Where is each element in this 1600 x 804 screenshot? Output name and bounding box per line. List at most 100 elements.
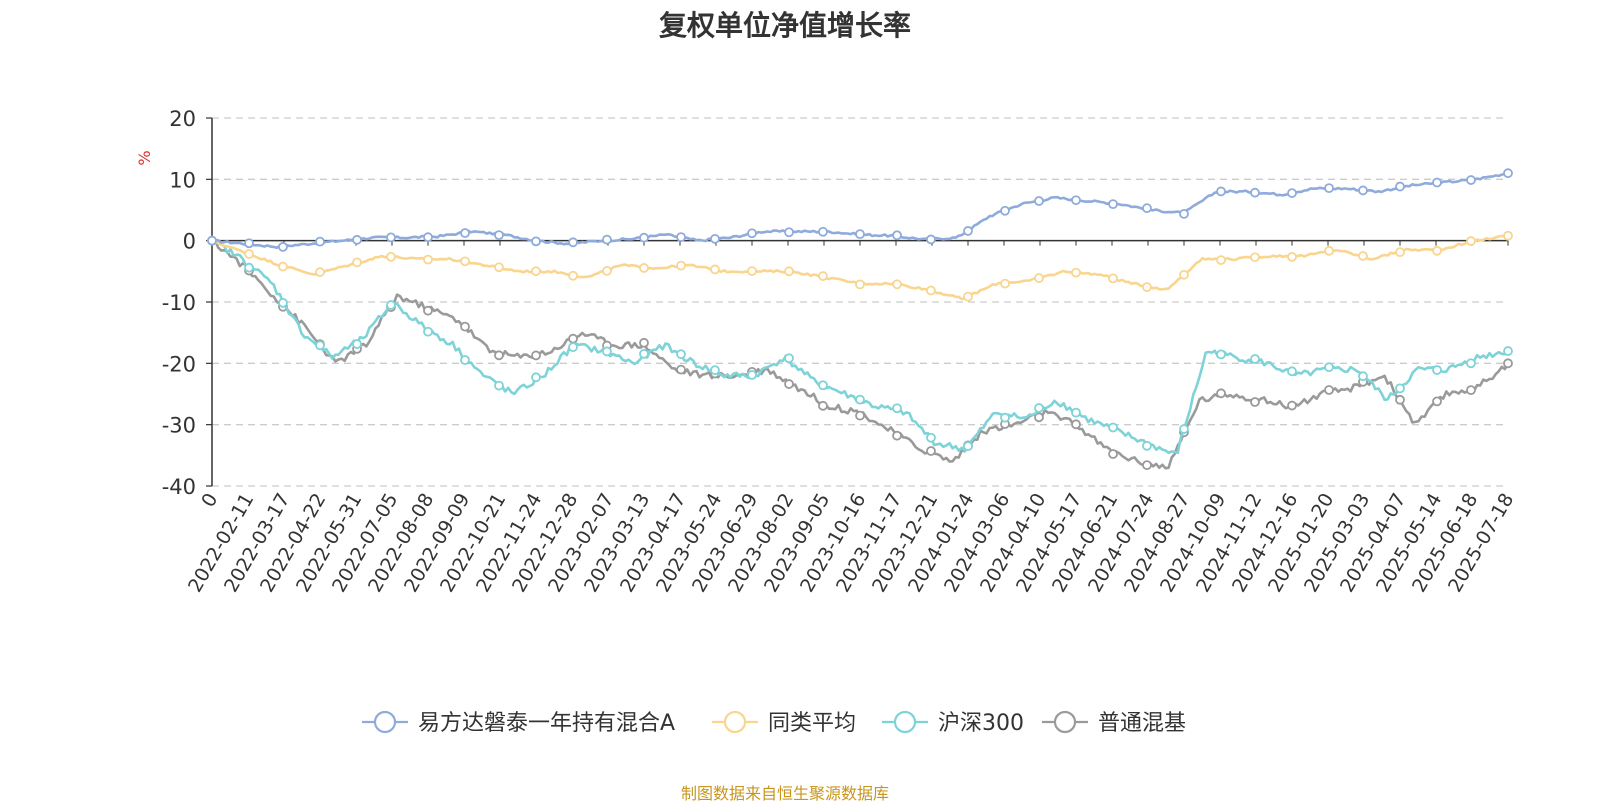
data-point — [1503, 358, 1513, 369]
data-point — [1179, 424, 1189, 434]
data-point — [352, 339, 362, 349]
data-point — [1358, 185, 1368, 196]
data-point — [1324, 385, 1334, 395]
data-point — [747, 266, 757, 277]
data-point — [676, 349, 686, 360]
data-point — [1216, 349, 1226, 360]
data-point — [926, 285, 936, 296]
y-tick-label: 10 — [169, 168, 196, 192]
data-point — [710, 365, 720, 376]
data-point — [602, 234, 612, 245]
data-point — [818, 271, 828, 281]
data-point — [494, 350, 504, 361]
series-line — [211, 238, 1510, 470]
data-point — [1142, 440, 1152, 451]
data-point — [1287, 366, 1297, 377]
data-point — [676, 232, 686, 243]
data-point — [1432, 396, 1442, 407]
data-point — [494, 262, 504, 273]
series-2 — [207, 230, 1513, 302]
data-point — [818, 380, 828, 391]
data-point — [460, 355, 470, 365]
data-point — [1000, 205, 1010, 216]
data-point — [568, 333, 578, 344]
data-point — [818, 226, 828, 237]
data-point — [352, 234, 362, 245]
data-point — [1179, 269, 1189, 280]
legend-label: 沪深300 — [938, 711, 1024, 736]
data-point — [460, 256, 470, 267]
data-point — [963, 226, 973, 236]
data-point — [568, 342, 578, 353]
data-point — [1108, 273, 1118, 284]
data-point — [1466, 236, 1476, 246]
data-point — [855, 279, 865, 290]
data-point — [531, 266, 541, 277]
data-point — [244, 249, 254, 259]
data-point — [1395, 383, 1405, 394]
data-point — [892, 279, 902, 290]
data-point — [602, 266, 612, 276]
legend-item[interactable]: 沪深300 — [882, 710, 1024, 736]
data-point — [1358, 371, 1368, 382]
circle-line-icon — [723, 710, 747, 734]
data-point — [1395, 181, 1405, 192]
series-1 — [207, 168, 1513, 252]
legend[interactable]: 易方达磐泰一年持有混合A 同类平均 沪深300 普通混基 — [362, 710, 1186, 736]
data-point — [1287, 188, 1297, 198]
data-point — [602, 346, 612, 357]
data-point — [315, 236, 325, 247]
data-point — [278, 297, 288, 308]
legend-item[interactable]: 易方达磐泰一年持有混合A — [362, 710, 675, 736]
data-point — [1395, 394, 1405, 405]
data-point — [531, 350, 541, 361]
data-point — [855, 229, 865, 240]
data-point — [1071, 267, 1081, 278]
data-point — [1216, 255, 1226, 266]
data-point — [1034, 273, 1044, 283]
legend-item[interactable]: 普通混基 — [1042, 710, 1186, 736]
data-point — [386, 232, 396, 243]
y-axis-unit-label: % — [135, 150, 154, 165]
data-point — [784, 379, 794, 389]
data-point — [1142, 203, 1152, 214]
data-point — [747, 369, 757, 380]
y-tick-label: 0 — [183, 230, 196, 254]
data-point — [386, 300, 396, 310]
series-4 — [207, 235, 1513, 471]
y-tick-label: 20 — [169, 107, 196, 131]
data-point — [1432, 365, 1442, 375]
data-point — [1358, 251, 1368, 261]
x-tick-label: 0 — [197, 490, 222, 511]
data-point — [639, 232, 649, 243]
data-point — [315, 267, 325, 277]
data-point — [244, 262, 254, 273]
data-point — [1034, 196, 1044, 206]
data-point — [1324, 362, 1334, 373]
data-point — [1503, 168, 1513, 179]
data-point — [784, 353, 794, 364]
data-point — [568, 270, 578, 281]
data-point — [1071, 419, 1081, 430]
data-point — [1287, 252, 1297, 262]
data-point — [1432, 177, 1442, 188]
data-point — [1071, 195, 1081, 206]
series-lines — [207, 168, 1513, 471]
data-point — [423, 254, 433, 265]
data-point — [1108, 199, 1118, 210]
data-point — [244, 238, 254, 249]
data-point — [494, 230, 504, 241]
data-point — [892, 403, 902, 414]
y-tick-label: -10 — [162, 291, 196, 315]
data-point — [926, 446, 936, 456]
data-point — [963, 441, 973, 452]
data-point — [892, 230, 902, 241]
legend-item[interactable]: 同类平均 — [712, 710, 856, 736]
data-point — [278, 261, 288, 272]
data-point — [1179, 208, 1189, 219]
data-point — [1250, 354, 1260, 364]
data-point — [386, 251, 396, 262]
data-point — [1466, 358, 1476, 369]
data-point — [639, 263, 649, 273]
data-point — [315, 340, 325, 351]
